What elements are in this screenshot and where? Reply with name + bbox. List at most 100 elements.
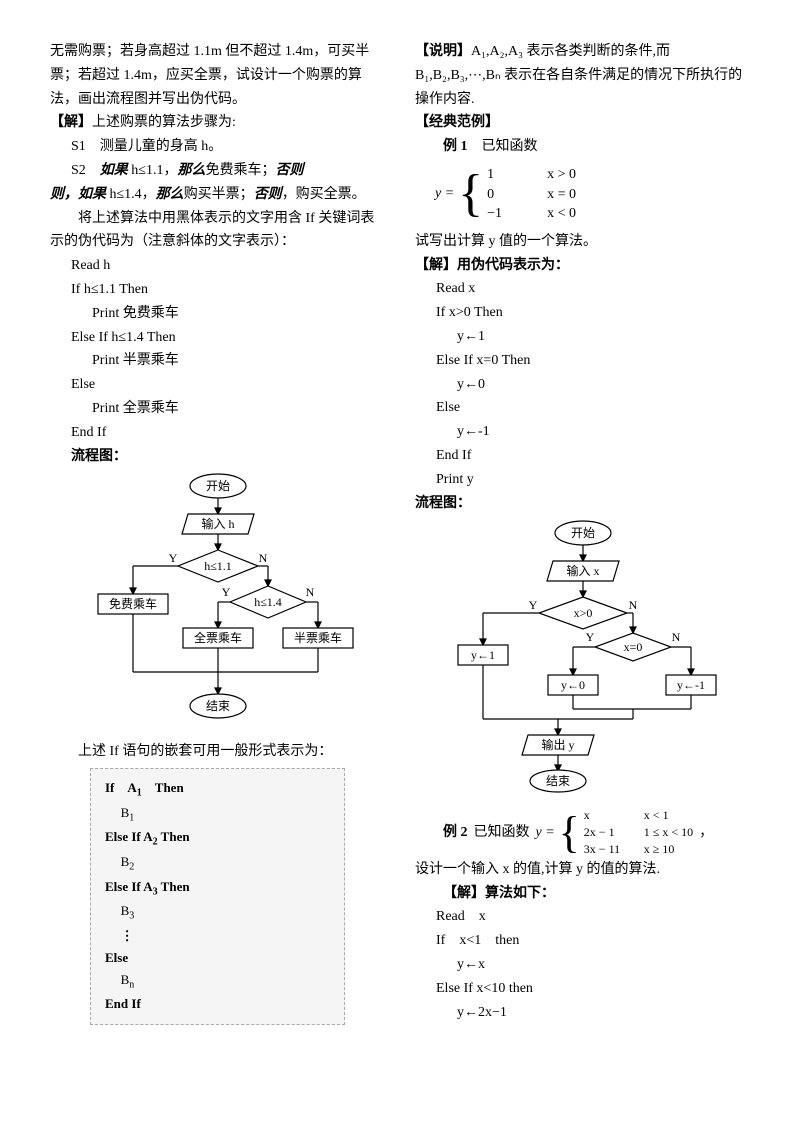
c2-l3: y←x [415,953,750,977]
ex2-sol: 【解】算法如下： [415,882,750,906]
g-end: End If [105,993,330,1015]
svg-text:h≤1.4: h≤1.4 [254,595,282,609]
flowchart-2: 开始 输入 x x>0 Y N y←1 x=0 Y N y←0 y←-1 [433,519,733,799]
code-l7: Print 全票乘车 [50,397,385,421]
flow2-label: 流程图： [415,492,750,516]
c2-l2: If x<1 then [415,929,750,953]
ex1-sol: 【解】用伪代码表示为： [415,254,750,278]
ex1-header: 例 1 已知函数 [415,135,750,159]
if2: 如果 [78,187,106,202]
code-l2: If h≤1.1 Then [50,278,385,302]
g-l2: Else If A2 Then [105,826,330,851]
s2f: 购买半票； [184,187,254,202]
c1-l2: If x>0 Then [415,301,750,325]
s2b: h≤1.1， [128,163,178,178]
explain: 【说明】A₁,A₂,A₃ 表示各类判断的条件,而 B₁,B₂,B₃,⋯,Bₙ 表… [415,40,750,111]
code-l3: Print 免费乘车 [50,302,385,326]
ex2-label: 例 2 [415,821,468,845]
s1: S1 测量儿童的身高 h。 [50,135,385,159]
c1-l3: y←1 [415,325,750,349]
svg-text:输入 h: 输入 h [201,516,234,531]
svg-text:N: N [305,585,314,599]
c1-l7: y←-1 [415,420,750,444]
svg-text:结束: 结束 [205,699,229,713]
solution-line: 【解】上述购票的算法步骤为: [50,111,385,135]
code-l8: End If [50,421,385,445]
flowchart-1: 开始 输入 h h≤1.1 Y N 免费乘车 h≤1.4 Y N 全票乘车 半票… [78,472,358,732]
c1-l1: Read x [415,277,750,301]
svg-text:y←1: y←1 [471,648,495,662]
g-l1: If A1 Then [105,777,330,802]
svg-text:免费乘车: 免费乘车 [108,596,156,611]
else2a: 则， [50,187,78,202]
svg-text:结束: 结束 [545,774,569,788]
svg-text:y←0: y←0 [561,678,585,692]
svg-text:开始: 开始 [205,479,229,493]
c2-l1: Read x [415,905,750,929]
ex1-label: 例 1 [443,139,468,154]
ex1-task: 试写出计算 y 值的一个算法。 [415,230,750,254]
g-dots: ⋮ [105,925,330,947]
ex2-line: 例 2 已知函数 y = { xx < 1 2x − 11 ≤ x < 10 3… [415,807,750,857]
s2-line2: 则，如果 h≤1.4，那么购买半票；否则，购买全票。 [50,183,385,207]
g-b1: B1 [105,802,330,827]
post-flow: 上述 If 语句的嵌套可用一般形式表示为： [50,740,385,764]
svg-text:Y: Y [585,630,594,644]
then2: 那么 [156,187,184,202]
s2g: ，购买全票。 [282,187,366,202]
brace-icon: { [458,168,483,220]
code-l5: Print 半票乘车 [50,349,385,373]
classics-title: 【经典范例】 [415,111,750,135]
explain-label: 【说明】 [415,44,471,59]
s2e: h≤1.4， [106,187,156,202]
g-else: Else [105,947,330,969]
c1-l5: y←0 [415,373,750,397]
svg-text:输入 x: 输入 x [566,563,599,578]
page: 无需购票；若身高超过 1.1m 但不超过 1.4m，可买半票；若超过 1.4m，… [50,40,750,1025]
s2-line1: S2 如果 h≤1.1，那么免费乘车；否则 [50,159,385,183]
ex1-text: 已知函数 [482,139,538,154]
svg-text:N: N [258,551,267,565]
general-if-box: If A1 Then B1 Else If A2 Then B2 Else If… [90,768,345,1024]
if1: 如果 [100,163,128,178]
g-b2: B2 [105,851,330,876]
c2-l5: y←2x−1 [415,1001,750,1025]
sol-label: 【解】 [50,115,92,130]
ex2-text: 已知函数 [474,821,530,845]
then1: 那么 [177,163,205,178]
svg-text:全票乘车: 全票乘车 [193,630,241,645]
svg-text:Y: Y [168,551,177,565]
c2-l4: Else If x<10 then [415,977,750,1001]
g-bn: Bn [105,969,330,994]
else2: 否则 [254,187,282,202]
svg-text:N: N [671,630,680,644]
s2c: 免费乘车； [205,163,275,178]
code-l6: Else [50,373,385,397]
else1: 否则 [275,163,303,178]
svg-text:开始: 开始 [570,526,594,540]
sol-text: 上述购票的算法步骤为: [92,115,236,130]
g-b3: B3 [105,900,330,925]
right-column: 【说明】A₁,A₂,A₃ 表示各类判断的条件,而 B₁,B₂,B₃,⋯,Bₙ 表… [415,40,750,1025]
piecewise-1: y = { 1x > 0 0x = 0 −1x < 0 [435,165,576,224]
g-l3: Else If A3 Then [105,876,330,901]
svg-text:y←-1: y←-1 [677,678,705,692]
code-l4: Else If h≤1.4 Then [50,326,385,350]
intro-text: 无需购票；若身高超过 1.1m 但不超过 1.4m，可买半票；若超过 1.4m，… [50,40,385,111]
svg-text:x>0: x>0 [573,606,592,620]
para2: 将上述算法中用黑体表示的文字用含 If 关键词表示的伪代码为（注意斜体的文字表示… [50,207,385,255]
c1-l4: Else If x=0 Then [415,349,750,373]
svg-text:Y: Y [221,585,230,599]
svg-text:N: N [628,598,637,612]
flow-label: 流程图： [50,445,385,469]
pw1-rows: 1x > 0 0x = 0 −1x < 0 [487,165,576,224]
svg-text:半票乘车: 半票乘车 [293,630,341,645]
pw1-y: y = [435,182,454,206]
ex2-task: 设计一个输入 x 的值,计算 y 的值的算法. [415,858,750,882]
brace-icon: { [559,811,580,855]
c1-l8: End If [415,444,750,468]
piecewise-2: y = { xx < 1 2x − 11 ≤ x < 10 3x − 11x ≥… [536,807,694,857]
svg-text:x=0: x=0 [623,640,642,654]
svg-text:h≤1.1: h≤1.1 [204,559,232,573]
code-l1: Read h [50,254,385,278]
